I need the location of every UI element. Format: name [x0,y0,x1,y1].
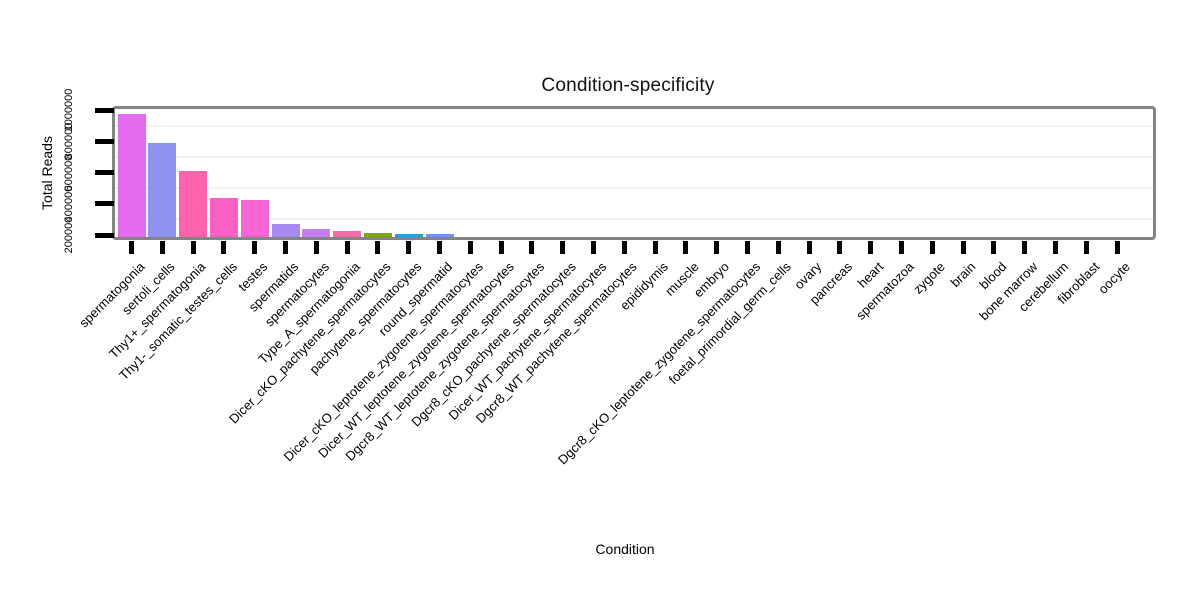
y-tick-mark [95,232,114,238]
gridline [115,218,1153,221]
bar [302,228,331,237]
x-tick-mark [467,241,473,254]
bar [117,113,146,237]
bar [148,142,177,237]
bar [333,231,362,237]
x-tick-mark [991,241,997,254]
x-tick-mark [560,241,566,254]
y-tick-label: 600000 [63,154,75,191]
x-tick-mark [529,241,535,254]
x-tick-mark [621,241,627,254]
x-tick-mark [221,241,227,254]
x-tick-mark [498,241,504,254]
y-tick-label: 1000000 [63,88,75,132]
x-tick-label: oocyte [1095,259,1133,297]
x-tick-mark [868,241,874,254]
x-tick-mark [313,241,319,254]
bar [209,198,238,237]
x-tick-mark [806,241,812,254]
x-tick-mark [437,241,442,254]
x-tick-mark [960,241,966,254]
x-tick-label: zygote [910,259,948,297]
x-tick-mark [375,241,381,254]
bar [425,233,454,237]
x-tick-mark [344,241,350,254]
x-tick-mark [1022,241,1028,254]
x-tick-mark [591,241,596,254]
x-tick-mark [1083,241,1089,254]
bar [271,224,300,237]
x-tick-mark [129,241,134,254]
x-tick-mark [1114,241,1120,254]
x-tick-mark [899,241,904,254]
x-tick-mark [406,241,412,254]
x-tick-mark [929,241,935,254]
y-tick-mark [95,170,114,175]
x-tick-mark [252,241,258,254]
x-tick-mark [190,241,196,254]
gridline [115,155,1153,158]
bar [394,233,423,237]
x-tick-mark [775,241,781,254]
x-tick-mark [683,241,689,254]
bar [240,199,269,237]
gridline [115,187,1153,190]
y-tick-mark [95,201,114,207]
x-tick-mark [1053,241,1058,254]
y-tick-mark [95,107,114,113]
x-tick-mark [837,241,843,254]
plot-area-frame [112,106,1156,240]
gridline [115,124,1153,127]
x-axis-title: Condition [595,541,655,557]
x-tick-mark [283,241,288,254]
x-tick-mark [745,241,750,254]
x-tick-mark [159,241,165,254]
bar [179,170,208,237]
y-tick-mark [95,138,114,144]
x-tick-mark [714,241,720,254]
chart-title: Condition-specificity [541,75,715,96]
x-tick-mark [652,241,658,254]
x-tick-label: brain [947,259,979,291]
bar [363,233,392,237]
y-axis-title: Total Reads [39,136,55,210]
